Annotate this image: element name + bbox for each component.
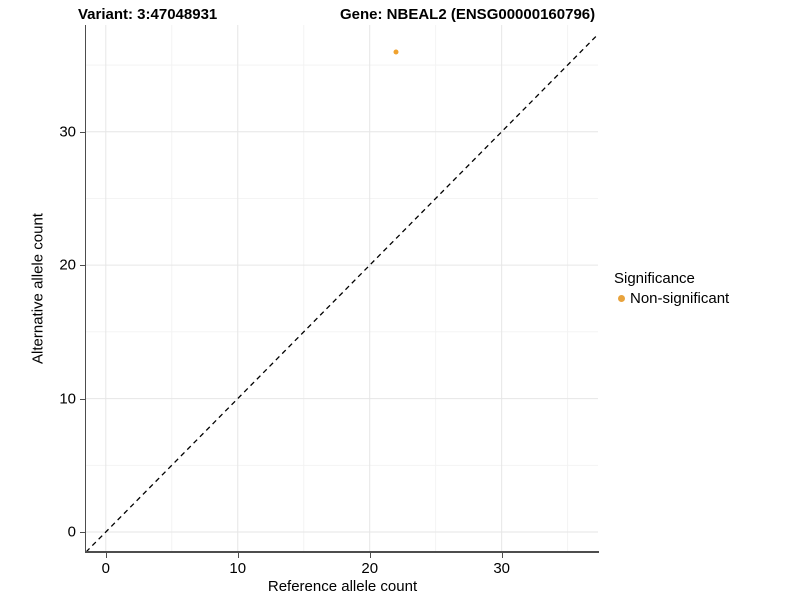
y-tick-label: 0 (67, 523, 76, 541)
legend: Significance Non-significant (614, 270, 794, 307)
minor-gridlines (86, 25, 598, 552)
gene-title: Gene: NBEAL2 (ENSG00000160796) (340, 6, 596, 23)
y-axis-line (85, 25, 87, 553)
legend-title: Significance (614, 270, 695, 287)
y-tick-mark (80, 398, 85, 400)
x-tick-mark (369, 553, 371, 558)
y-tick-label: 30 (59, 123, 76, 141)
x-tick-label: 20 (361, 560, 379, 577)
y-axis-tick-labels: 0 10 20 30 (0, 0, 76, 600)
identity-line (86, 33, 598, 552)
legend-items: Non-significant (614, 290, 794, 307)
x-tick-label: 10 (229, 560, 247, 577)
variant-title: Variant: 3:47048931 (78, 6, 218, 23)
major-gridlines (86, 25, 598, 552)
y-tick-mark (80, 531, 85, 533)
x-tick-mark (105, 553, 107, 558)
x-axis-label: Reference allele count (267, 578, 418, 595)
y-tick-label: 10 (59, 390, 76, 408)
x-tick-mark (501, 553, 503, 558)
x-tick-label: 30 (493, 560, 510, 577)
y-axis-label: Alternative allele count (29, 213, 47, 364)
legend-item[interactable]: Non-significant (614, 290, 794, 307)
plot-panel (86, 25, 598, 552)
plot-grid-and-data (86, 25, 598, 552)
legend-dot-icon (618, 295, 625, 302)
x-axis-line (86, 551, 599, 553)
x-tick-label: 0 (101, 560, 110, 577)
data-point (393, 49, 399, 55)
legend-item-label: Non-significant (630, 290, 730, 307)
x-tick-mark (237, 553, 239, 558)
y-tick-mark (80, 131, 85, 133)
y-tick-label: 20 (59, 256, 76, 274)
y-tick-mark (80, 265, 85, 267)
